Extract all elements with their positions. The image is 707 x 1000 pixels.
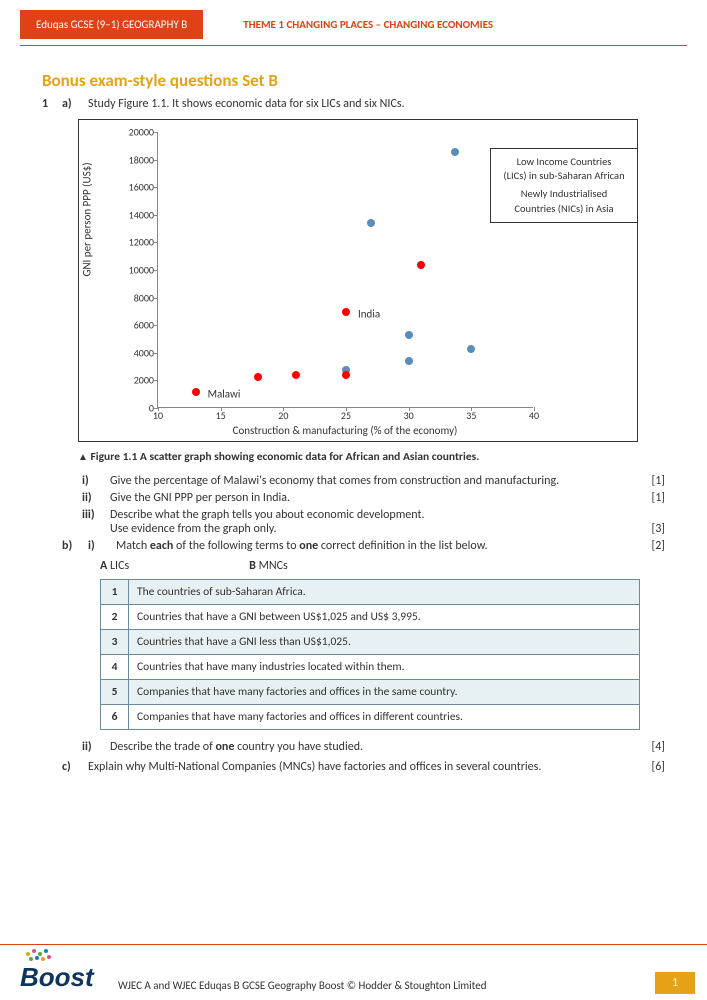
ytick-label: 10000: [118, 264, 158, 277]
ytick-label: 14000: [118, 208, 158, 221]
scatter-point: [342, 308, 350, 316]
section-title: Bonus exam-style questions Set B: [42, 70, 665, 91]
def-number: 1: [101, 580, 129, 605]
ytick-label: 2000: [118, 374, 158, 387]
def-number: 4: [101, 655, 129, 680]
scatter-point: [467, 345, 475, 353]
sub-iii-label: iii): [82, 508, 104, 522]
marks: [1]: [641, 491, 665, 505]
footer-text: WJEC A and WJEC Eduqas B GCSE Geography …: [118, 979, 655, 992]
scatter-point: [367, 219, 375, 227]
q1a-ii-row: ii) Give the GNI PPP per person in India…: [56, 491, 665, 505]
point-label: India: [358, 307, 380, 320]
scatter-point: [254, 373, 262, 381]
theme-title: THEME 1 CHANGING PLACES – CHANGING ECONO…: [203, 10, 493, 31]
q1c-row: c) Explain why Multi-National Companies …: [42, 760, 665, 774]
marks: [4]: [641, 740, 665, 754]
table-row: 6Companies that have many factories and …: [101, 705, 640, 730]
def-text: Countries that have many industries loca…: [129, 655, 640, 680]
legend-line: Countries (NICs) in Asia: [499, 202, 629, 216]
figure-caption: ▲ Figure 1.1 A scatter graph showing eco…: [78, 450, 665, 464]
page-number: 1: [655, 972, 695, 994]
def-text: Companies that have many factories and o…: [129, 705, 640, 730]
chart-plot-area: 0200040006000800010000120001400016000180…: [157, 132, 533, 408]
scatter-point: [405, 331, 413, 339]
page-header: Eduqas GCSE (9–1) GEOGRAPHY B THEME 1 CH…: [0, 0, 707, 39]
q1a-intro-row: 1 a) Study Figure 1.1. It shows economic…: [42, 97, 665, 111]
caption-marker: ▲: [78, 450, 88, 463]
scatter-point: [405, 357, 413, 365]
def-text: Countries that have a GNI between US$1,0…: [129, 605, 640, 630]
terms-row: A LICs B MNCs: [100, 559, 665, 573]
def-number: 3: [101, 630, 129, 655]
sub-ii-label: ii): [82, 740, 104, 754]
def-number: 5: [101, 680, 129, 705]
part-b-label: b): [62, 539, 82, 553]
def-text: Companies that have many factories and o…: [129, 680, 640, 705]
sub-i-label: i): [88, 539, 110, 553]
definitions-table: 1The countries of sub-Saharan Africa.2Co…: [100, 579, 640, 730]
q1a-i-text: Give the percentage of Malawi's economy …: [110, 474, 635, 488]
marks: [6]: [641, 760, 665, 774]
marks: [1]: [641, 474, 665, 488]
point-label: Malawi: [208, 387, 241, 400]
marks: [3]: [641, 522, 665, 536]
scatter-point: [342, 371, 350, 379]
exam-board-tab: Eduqas GCSE (9–1) GEOGRAPHY B: [20, 10, 203, 39]
svg-text:Boost: Boost: [20, 962, 95, 990]
q1a-intro-text: Study Figure 1.1. It shows economic data…: [88, 97, 665, 111]
q1b-i-text: Match each of the following terms to one…: [116, 539, 635, 553]
scatter-point: [417, 261, 425, 269]
table-row: 4Countries that have many industries loc…: [101, 655, 640, 680]
caption-text: Figure 1.1 A scatter graph showing econo…: [88, 450, 479, 464]
chart-ylabel: GNI per person PPP (US$): [81, 162, 94, 276]
page-footer: Boost WJEC A and WJEC Eduqas B GCSE Geog…: [0, 944, 707, 1000]
q1b-ii-text: Describe the trade of one country you ha…: [110, 740, 635, 754]
def-text: Countries that have a GNI less than US$1…: [129, 630, 640, 655]
sub-ii-label: ii): [82, 491, 104, 505]
scatter-point: [192, 388, 200, 396]
boost-logo: Boost: [20, 946, 112, 994]
legend-line: (LICs) in sub-Saharan African: [499, 169, 629, 183]
table-row: 5Companies that have many factories and …: [101, 680, 640, 705]
sub-i-label: i): [82, 474, 104, 488]
ytick-label: 4000: [118, 346, 158, 359]
table-row: 1The countries of sub-Saharan Africa.: [101, 580, 640, 605]
def-text: The countries of sub-Saharan Africa.: [129, 580, 640, 605]
q1b-ii-row: ii) Describe the trade of one country yo…: [56, 740, 665, 754]
ytick-label: 6000: [118, 319, 158, 332]
part-a-label: a): [62, 97, 82, 111]
scatter-point: [292, 371, 300, 379]
q1a-iii-row: iii) Describe what the graph tells you a…: [56, 508, 665, 536]
chart-legend: Low Income Countries (LICs) in sub-Sahar…: [490, 148, 638, 223]
q1c-text: Explain why Multi-National Companies (MN…: [88, 760, 635, 774]
table-row: 3Countries that have a GNI less than US$…: [101, 630, 640, 655]
q1b-i-row: b) i) Match each of the following terms …: [42, 539, 665, 553]
scatter-point: [451, 148, 459, 156]
legend-line: Low Income Countries: [499, 155, 629, 169]
def-number: 2: [101, 605, 129, 630]
marks: [2]: [641, 539, 665, 553]
ytick-label: 16000: [118, 181, 158, 194]
header-rule: [20, 45, 687, 46]
ytick-label: 12000: [118, 236, 158, 249]
legend-line: Newly Industrialised: [499, 187, 629, 201]
part-c-label: c): [62, 760, 82, 774]
ytick-label: 20000: [118, 126, 158, 139]
table-row: 2Countries that have a GNI between US$1,…: [101, 605, 640, 630]
q1a-i-row: i) Give the percentage of Malawi's econo…: [56, 474, 665, 488]
figure-1-1-chart: GNI per person PPP (US$) 020004000600080…: [78, 119, 638, 442]
ytick-label: 8000: [118, 291, 158, 304]
question-number: 1: [42, 97, 56, 111]
q1a-ii-text: Give the GNI PPP per person in India.: [110, 491, 635, 505]
page-body: Bonus exam-style questions Set B 1 a) St…: [0, 70, 707, 774]
ytick-label: 18000: [118, 153, 158, 166]
chart-xlabel: Construction & manufacturing (% of the e…: [157, 424, 533, 437]
q1a-iii-text: Describe what the graph tells you about …: [110, 508, 635, 536]
def-number: 6: [101, 705, 129, 730]
